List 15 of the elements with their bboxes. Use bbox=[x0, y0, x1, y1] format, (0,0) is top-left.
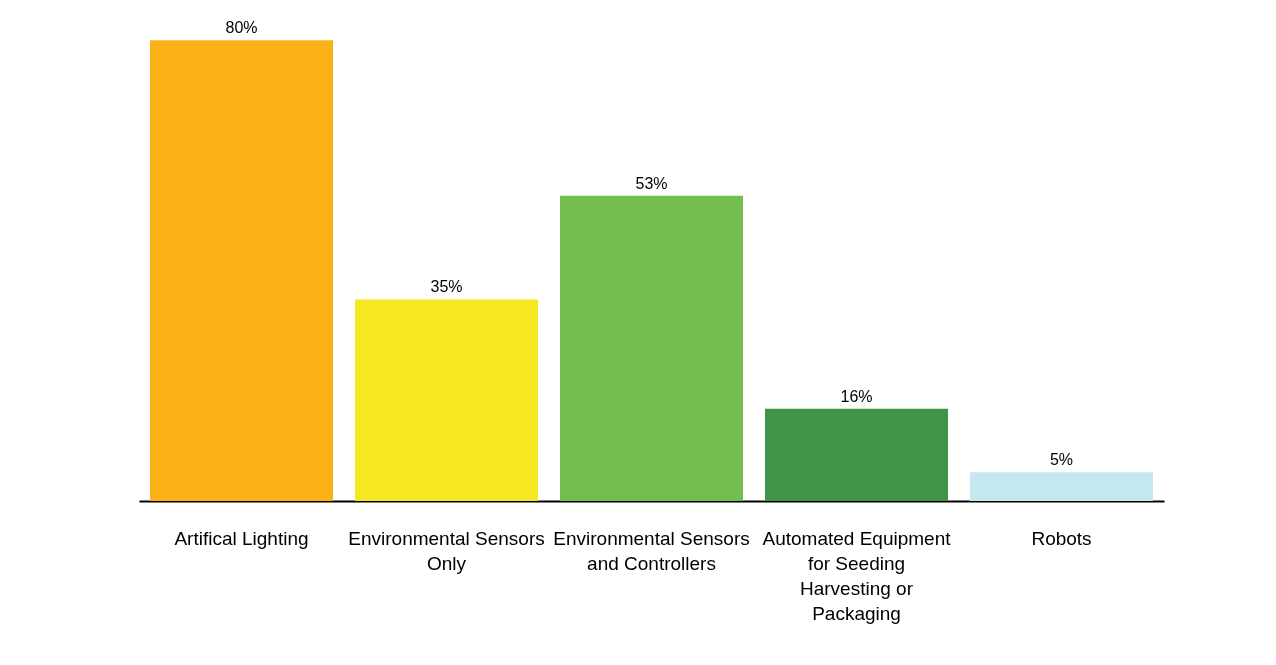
bar bbox=[150, 40, 333, 501]
bar bbox=[355, 299, 538, 501]
bar bbox=[765, 408, 948, 501]
x-tick-label: Environmental Sensors Only bbox=[348, 527, 545, 574]
x-tick-label: Automated Equipment for Seeding Harvesting or Packaging bbox=[762, 527, 952, 624]
bar bbox=[560, 195, 743, 501]
data-label: 35% bbox=[430, 278, 463, 296]
data-label: 53% bbox=[635, 174, 668, 192]
x-tick-label: Robots bbox=[1031, 527, 1092, 549]
bar bbox=[970, 472, 1153, 501]
data-label: 16% bbox=[840, 387, 873, 405]
data-label: 80% bbox=[225, 19, 258, 37]
x-tick-label: Artifical Lighting bbox=[174, 527, 309, 549]
x-tick-label: Environmental Sensors and Controllers bbox=[553, 527, 750, 574]
data-label: 5% bbox=[1049, 451, 1074, 469]
